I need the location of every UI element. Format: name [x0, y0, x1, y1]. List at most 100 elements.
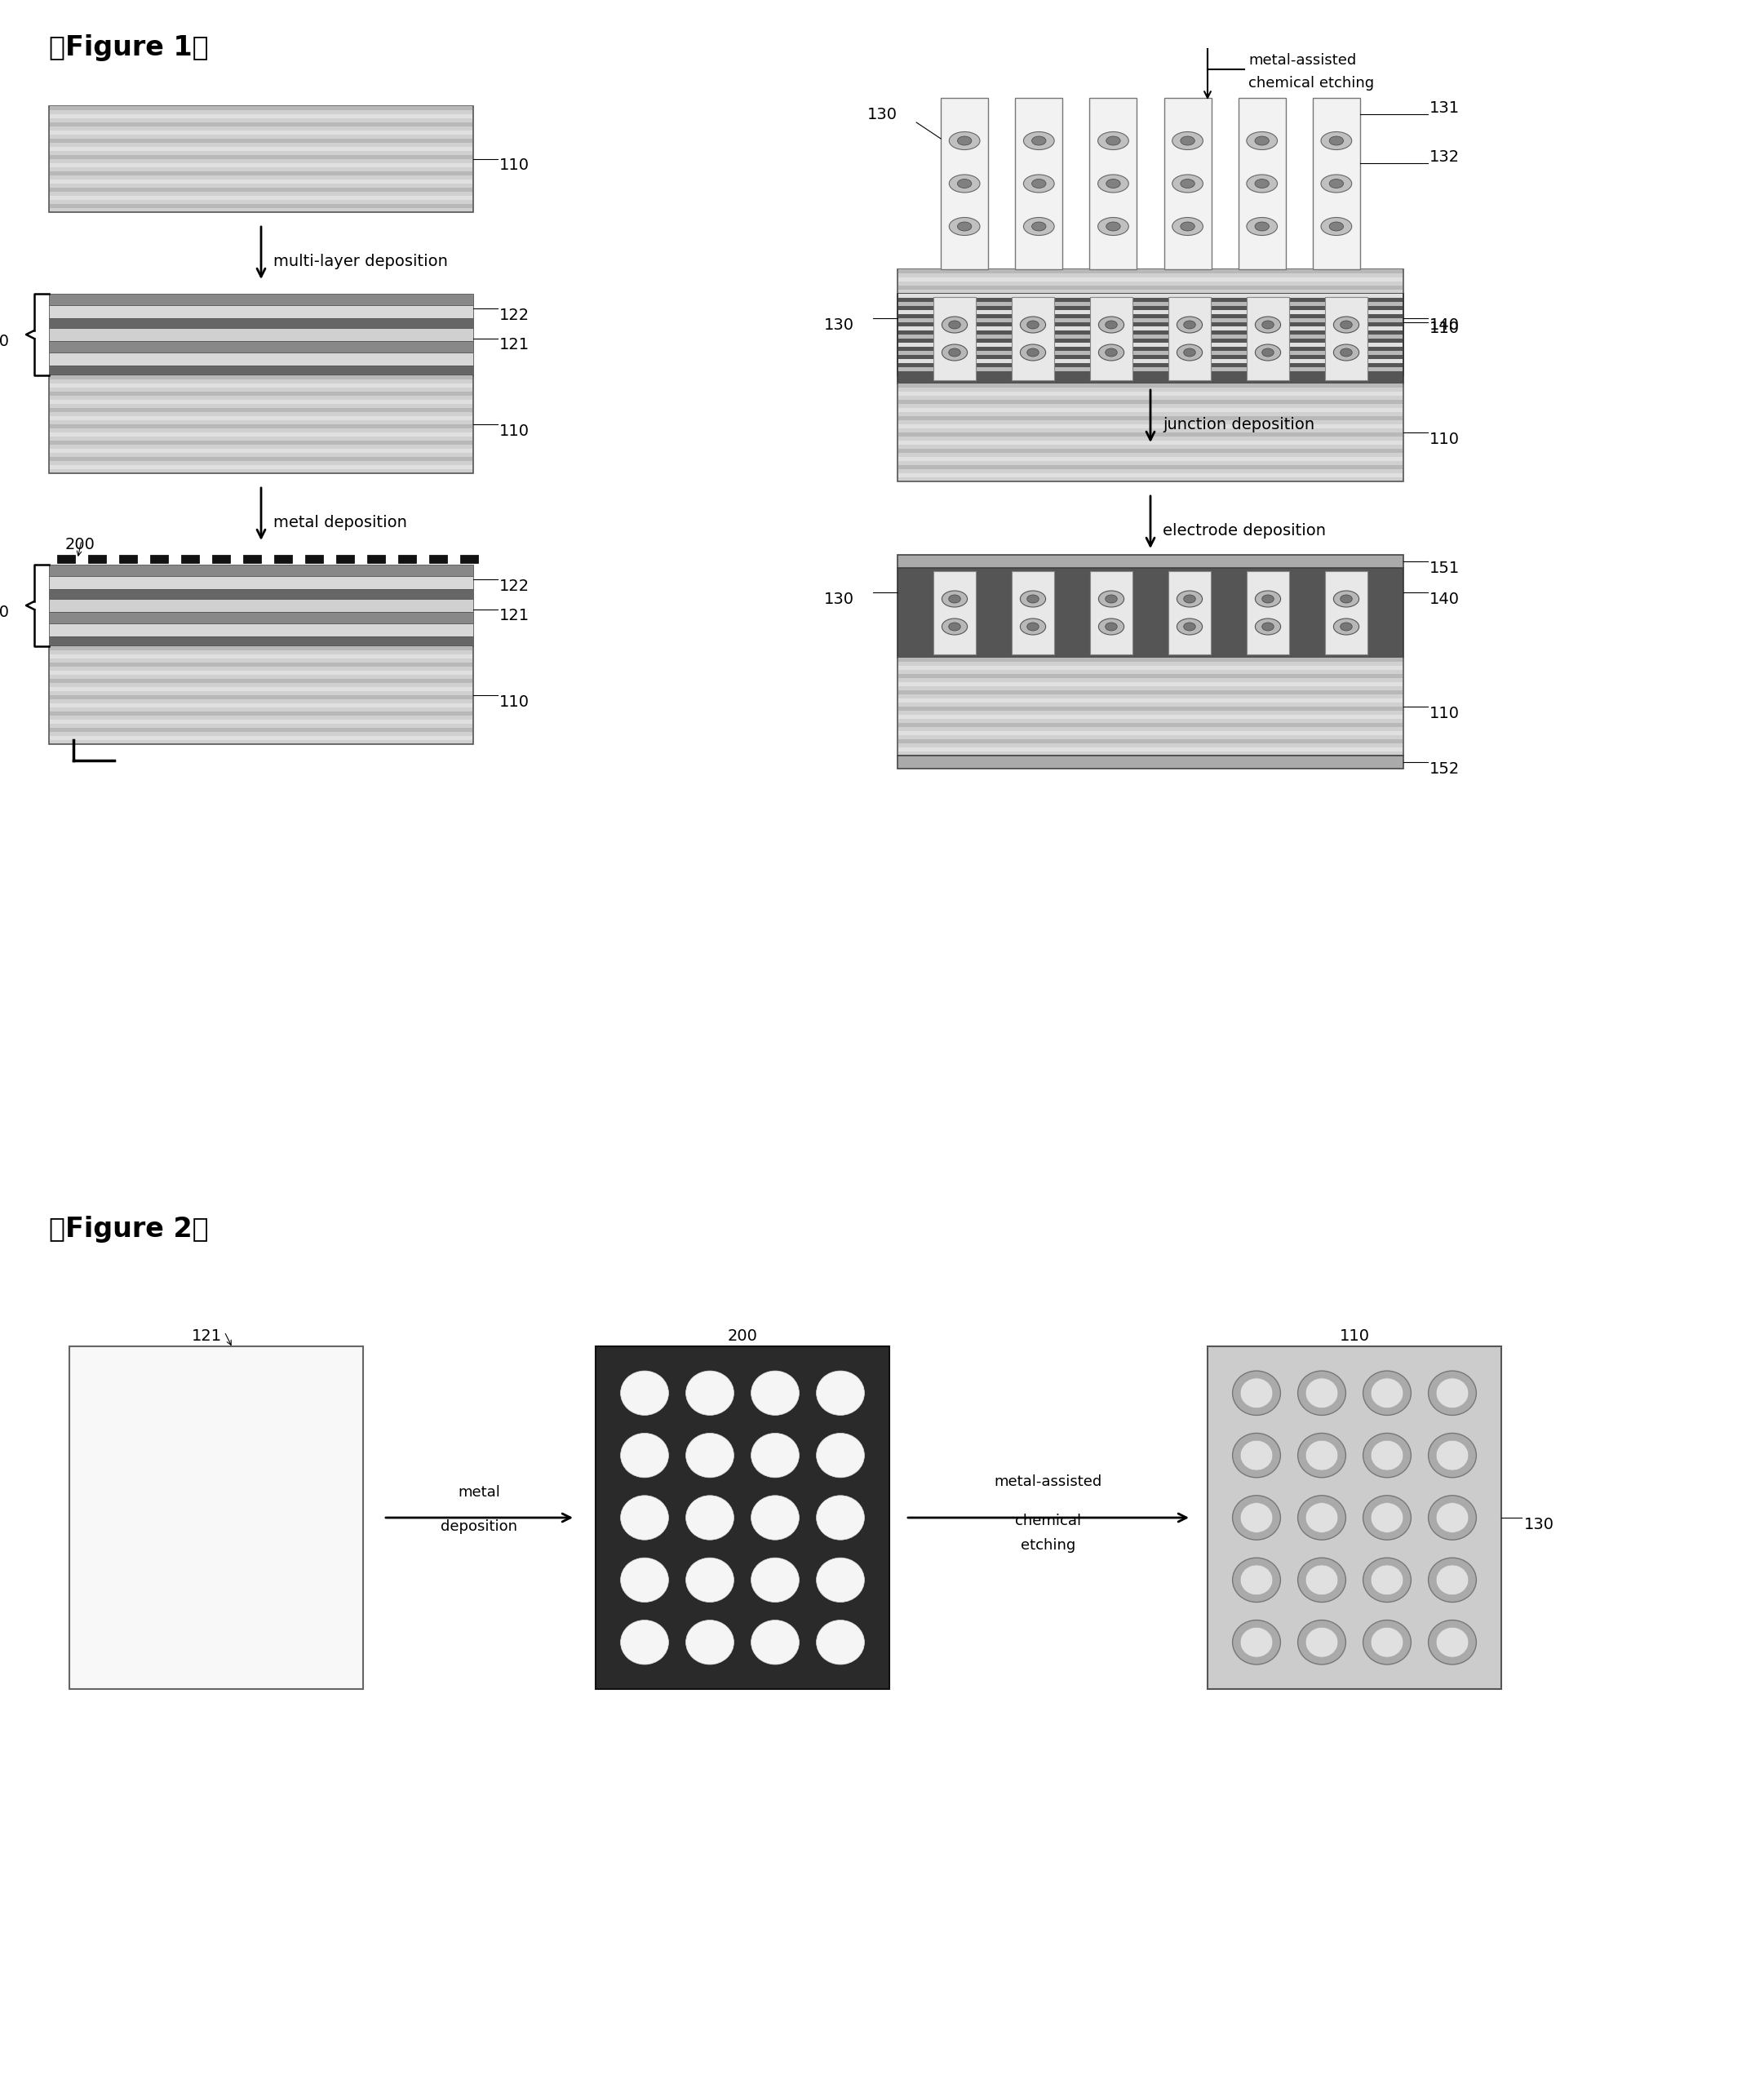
Ellipse shape [1032, 136, 1046, 145]
Ellipse shape [817, 1371, 864, 1415]
Bar [898, 432, 1402, 436]
Ellipse shape [1364, 1558, 1411, 1602]
Ellipse shape [1099, 591, 1124, 606]
Ellipse shape [1173, 174, 1203, 193]
Bar [49, 679, 473, 684]
Ellipse shape [751, 1371, 799, 1415]
Bar [898, 673, 1402, 677]
Ellipse shape [1298, 1432, 1346, 1478]
Text: 110: 110 [1339, 1327, 1369, 1344]
Ellipse shape [942, 619, 967, 635]
Bar [49, 719, 473, 723]
Ellipse shape [958, 222, 972, 231]
Text: 』Figure 2』: 』Figure 2』 [49, 1216, 208, 1244]
Bar [1208, 1346, 1501, 1688]
Ellipse shape [1305, 1441, 1337, 1470]
Ellipse shape [1256, 591, 1281, 606]
Ellipse shape [1023, 132, 1055, 149]
Bar [898, 740, 1402, 742]
Bar [898, 723, 1402, 728]
Bar [49, 600, 473, 612]
Bar [49, 113, 473, 117]
Ellipse shape [686, 1495, 734, 1539]
Bar [898, 424, 1402, 428]
Ellipse shape [1233, 1558, 1281, 1602]
Bar [49, 646, 473, 650]
Ellipse shape [1180, 136, 1194, 145]
Bar [49, 696, 473, 698]
Ellipse shape [1429, 1558, 1476, 1602]
Text: chemical etching: chemical etching [1249, 75, 1374, 90]
Bar [898, 732, 1402, 736]
Bar [305, 556, 323, 562]
Bar [49, 164, 473, 168]
Bar [1325, 298, 1367, 380]
Ellipse shape [1106, 136, 1120, 145]
Bar [1164, 99, 1212, 268]
Ellipse shape [1032, 178, 1046, 189]
Bar [49, 612, 473, 623]
Bar [596, 1346, 889, 1688]
Bar [898, 268, 1404, 375]
Bar [49, 728, 473, 732]
Ellipse shape [1254, 222, 1268, 231]
Bar [49, 187, 473, 191]
Ellipse shape [1256, 344, 1281, 361]
Bar [898, 466, 1402, 470]
Bar [49, 702, 473, 707]
Ellipse shape [1240, 1627, 1272, 1657]
Ellipse shape [621, 1371, 669, 1415]
Ellipse shape [1247, 218, 1277, 235]
Ellipse shape [817, 1558, 864, 1602]
Ellipse shape [1330, 136, 1344, 145]
Ellipse shape [949, 596, 961, 604]
Bar [273, 556, 293, 562]
Ellipse shape [1233, 1432, 1281, 1478]
Ellipse shape [751, 1432, 799, 1478]
Ellipse shape [1254, 136, 1268, 145]
Bar [898, 658, 1402, 663]
Bar [49, 392, 473, 396]
Bar [898, 384, 1404, 482]
Bar [429, 556, 446, 562]
Ellipse shape [1429, 1621, 1476, 1665]
Bar [88, 556, 106, 562]
Ellipse shape [1371, 1378, 1402, 1407]
Text: junction deposition: junction deposition [1162, 417, 1314, 432]
Bar [898, 342, 1402, 346]
Ellipse shape [1099, 619, 1124, 635]
Bar [49, 440, 473, 445]
Ellipse shape [1184, 596, 1196, 604]
Bar [898, 327, 1402, 331]
Bar [212, 556, 229, 562]
Ellipse shape [1240, 1504, 1272, 1533]
Text: electrode deposition: electrode deposition [1162, 522, 1327, 539]
Bar [898, 277, 1402, 281]
Bar [49, 401, 473, 405]
Text: 』Figure 1』: 』Figure 1』 [49, 34, 208, 61]
Bar [49, 424, 473, 428]
Ellipse shape [1247, 174, 1277, 193]
Ellipse shape [1371, 1564, 1402, 1596]
Ellipse shape [1305, 1504, 1337, 1533]
Ellipse shape [621, 1432, 669, 1478]
Ellipse shape [1184, 348, 1196, 356]
Ellipse shape [1020, 317, 1046, 333]
Ellipse shape [686, 1621, 734, 1665]
Bar [898, 682, 1402, 686]
Bar [1247, 298, 1289, 380]
Bar [120, 556, 138, 562]
Ellipse shape [1429, 1432, 1476, 1478]
Ellipse shape [949, 321, 961, 329]
Bar [898, 667, 1402, 669]
Bar [49, 352, 473, 365]
Ellipse shape [817, 1495, 864, 1539]
Bar [940, 99, 988, 268]
Bar [933, 298, 975, 380]
Bar [49, 319, 473, 327]
Bar [49, 577, 473, 589]
Ellipse shape [1364, 1495, 1411, 1539]
Bar [49, 466, 473, 470]
Ellipse shape [1240, 1378, 1272, 1407]
Ellipse shape [1261, 321, 1274, 329]
